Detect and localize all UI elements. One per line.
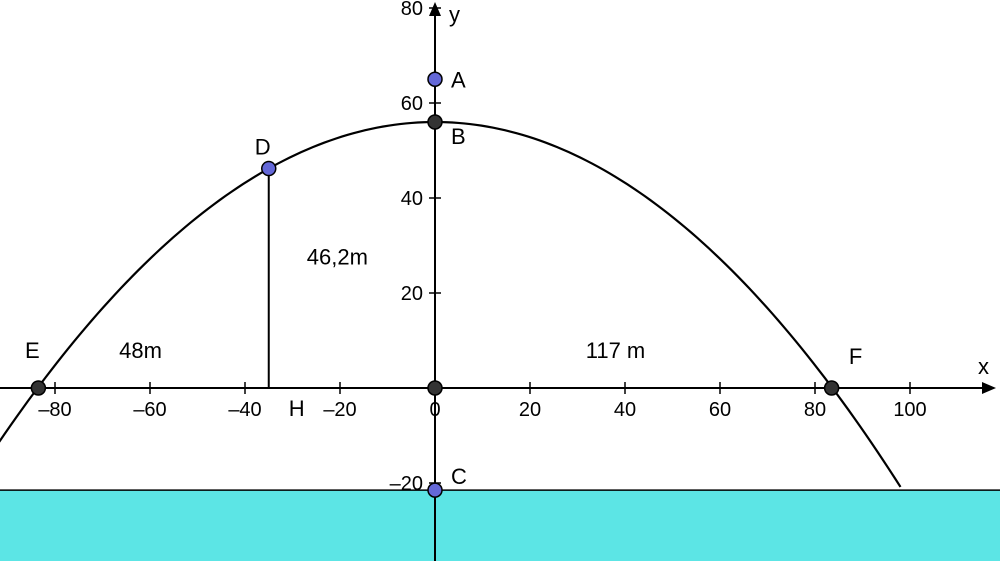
label-eh-width: 48m bbox=[119, 338, 162, 363]
y-tick-label: –20 bbox=[390, 473, 423, 495]
x-tick-label: –20 bbox=[323, 399, 356, 421]
parabola-curve bbox=[0, 122, 901, 487]
water-fill bbox=[0, 490, 1000, 561]
x-tick-label: 40 bbox=[614, 399, 636, 421]
x-tick-label: –40 bbox=[228, 399, 261, 421]
label-e: E bbox=[25, 338, 40, 363]
y-tick-label: 40 bbox=[401, 188, 423, 210]
point-f bbox=[825, 381, 839, 395]
y-axis-arrow bbox=[429, 2, 441, 16]
y-tick-label: 60 bbox=[401, 93, 423, 115]
point-b bbox=[428, 115, 442, 129]
x-tick-label: 100 bbox=[893, 399, 926, 421]
y-axis-label: y bbox=[449, 2, 460, 27]
label-h: H bbox=[289, 396, 305, 421]
x-tick-label: 0 bbox=[429, 399, 440, 421]
x-tick-label: 60 bbox=[709, 399, 731, 421]
x-tick-label: 20 bbox=[519, 399, 541, 421]
point-e bbox=[31, 381, 45, 395]
y-tick-label: 80 bbox=[401, 0, 423, 20]
point-d bbox=[262, 162, 276, 176]
x-tick-label: 80 bbox=[804, 399, 826, 421]
x-axis-label: x bbox=[978, 354, 989, 379]
label-a: A bbox=[451, 67, 466, 92]
label-d: D bbox=[255, 135, 271, 160]
coordinate-diagram: –80 –60 –40 –20 0 20 40 60 80 100 –20 20 40 60 80 x y A B C… bbox=[0, 0, 1000, 561]
label-dh-length: 46,2m bbox=[307, 245, 368, 270]
label-b: B bbox=[451, 124, 466, 149]
x-tick-label: –80 bbox=[38, 399, 71, 421]
label-c: C bbox=[451, 464, 467, 489]
label-f: F bbox=[849, 344, 862, 369]
point-origin bbox=[428, 381, 442, 395]
x-tick-label: –60 bbox=[133, 399, 166, 421]
point-a bbox=[428, 72, 442, 86]
y-tick-label: 20 bbox=[401, 283, 423, 305]
point-c bbox=[428, 483, 442, 497]
label-ef-span: 117 m bbox=[586, 338, 646, 363]
x-axis-arrow bbox=[982, 382, 996, 394]
